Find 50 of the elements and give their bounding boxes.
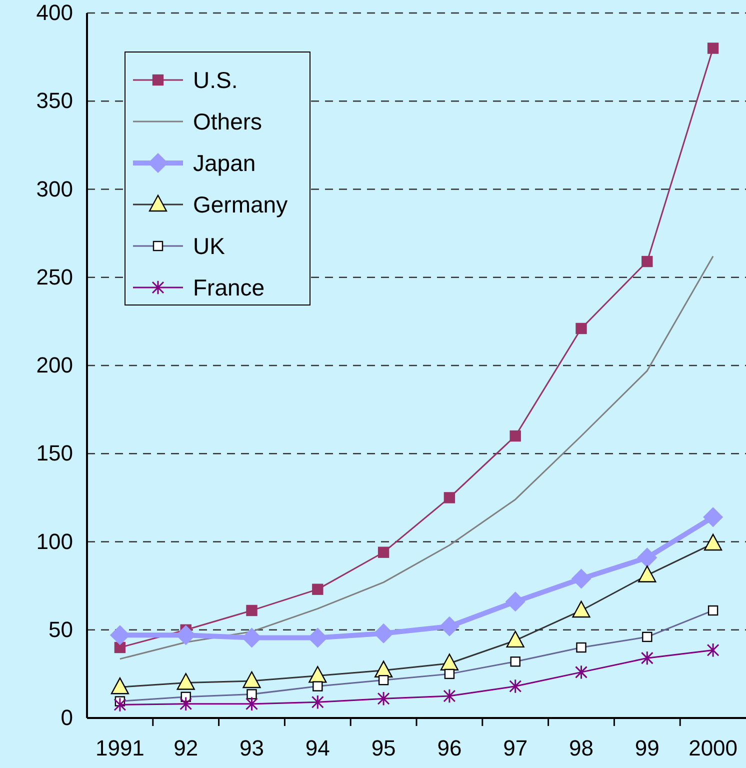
y-tick-label: 150 bbox=[36, 440, 73, 466]
point bbox=[703, 507, 724, 528]
y-tick-label: 50 bbox=[48, 616, 73, 642]
point bbox=[637, 548, 658, 568]
point bbox=[444, 492, 456, 504]
legend-label: UK bbox=[193, 233, 226, 259]
x-tick-label: 2000 bbox=[688, 736, 738, 761]
point bbox=[571, 568, 592, 589]
point bbox=[180, 696, 192, 712]
legend-label: France bbox=[193, 274, 265, 300]
point bbox=[642, 256, 653, 268]
y-tick-label: 400 bbox=[36, 0, 73, 26]
x-tick-label: 98 bbox=[569, 736, 594, 761]
point bbox=[312, 584, 324, 595]
y-tick-label: 250 bbox=[36, 264, 73, 290]
y-tick-label: 350 bbox=[36, 88, 73, 114]
x-tick-label: 95 bbox=[371, 736, 396, 761]
point bbox=[374, 623, 394, 644]
x-tick-label: 94 bbox=[305, 736, 330, 761]
point bbox=[707, 42, 719, 54]
point bbox=[509, 678, 522, 694]
point bbox=[311, 694, 324, 710]
point bbox=[510, 430, 521, 442]
legend-label: Germany bbox=[193, 192, 288, 218]
point bbox=[439, 616, 460, 636]
point bbox=[576, 322, 587, 334]
y-tick-label: 0 bbox=[60, 705, 73, 730]
point bbox=[246, 696, 258, 712]
point bbox=[443, 688, 456, 704]
x-tick-label: 97 bbox=[503, 736, 528, 761]
legend-label: Others bbox=[193, 108, 262, 134]
y-tick-label: 100 bbox=[36, 528, 73, 554]
point bbox=[706, 642, 720, 658]
y-tick-label: 300 bbox=[36, 176, 73, 202]
point bbox=[246, 604, 258, 616]
x-tick-label: 92 bbox=[174, 736, 198, 761]
x-tick-label: 99 bbox=[634, 736, 660, 761]
x-tick-label: 96 bbox=[437, 736, 462, 761]
point bbox=[377, 691, 390, 706]
point bbox=[575, 664, 588, 680]
point bbox=[378, 546, 390, 558]
point bbox=[505, 592, 526, 612]
legend-label: Japan bbox=[193, 150, 256, 176]
line-series bbox=[119, 255, 714, 660]
point bbox=[640, 650, 654, 666]
x-tick-label: 1991 bbox=[95, 736, 144, 761]
legend-label: U.S. bbox=[193, 67, 238, 93]
point bbox=[114, 697, 126, 712]
y-tick-label: 200 bbox=[36, 352, 73, 378]
x-tick-label: 93 bbox=[240, 736, 264, 761]
